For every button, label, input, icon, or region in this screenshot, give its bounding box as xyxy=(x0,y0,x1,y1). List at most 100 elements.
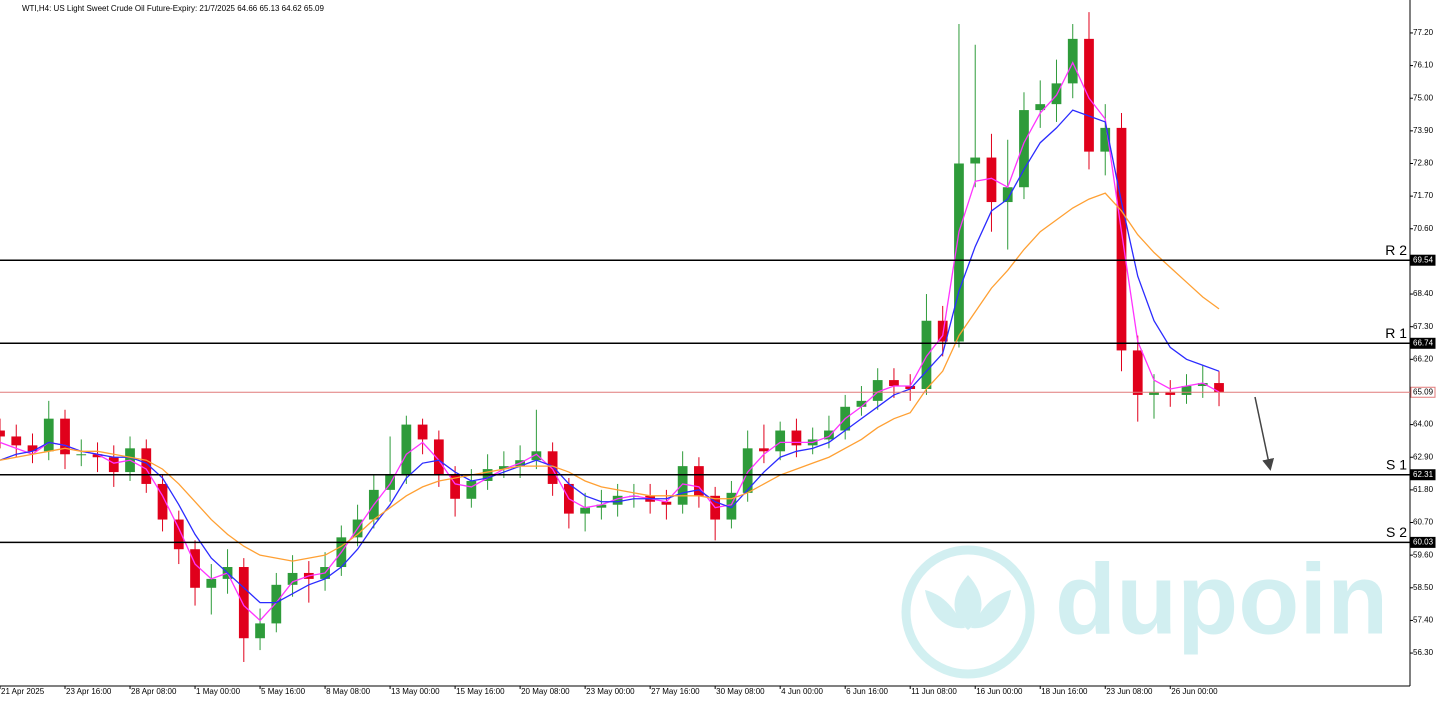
candle-body xyxy=(694,466,704,496)
candle-body xyxy=(498,466,509,470)
level-price: 65.09 xyxy=(1413,387,1434,396)
candle-body xyxy=(742,448,753,493)
level-label: R 2 xyxy=(1385,242,1407,258)
y-tick-label: 58.50 xyxy=(1413,583,1434,592)
y-tick-label: 57.40 xyxy=(1413,616,1434,625)
candle-body xyxy=(190,549,200,588)
candle-body xyxy=(937,320,948,342)
candle-body xyxy=(791,430,802,446)
candle-body xyxy=(92,454,103,458)
candle-body xyxy=(531,451,542,461)
level-price-box xyxy=(1410,469,1436,481)
candle-body xyxy=(433,439,444,476)
candle-body xyxy=(1035,104,1046,111)
y-tick-label: 56.30 xyxy=(1413,648,1434,657)
candle-body xyxy=(970,157,981,164)
forecast-arrow xyxy=(1254,396,1275,471)
y-tick-label: 70.60 xyxy=(1413,224,1434,233)
candle-body xyxy=(677,466,688,505)
y-tick-label: 60.70 xyxy=(1413,518,1434,527)
candle-body xyxy=(0,430,5,437)
candle-body xyxy=(76,454,87,456)
level-price-box xyxy=(1410,386,1436,398)
candle-body xyxy=(173,519,184,550)
watermark-logo xyxy=(901,545,1035,679)
candle-body xyxy=(108,457,119,473)
x-tick-label: 11 Jun 08:00 xyxy=(911,687,957,696)
moving-average xyxy=(0,61,1220,622)
candle-body xyxy=(954,163,964,342)
x-tick-label: 8 May 08:00 xyxy=(326,687,371,696)
candle-body xyxy=(43,418,54,452)
candle-body xyxy=(141,448,152,484)
candle-body xyxy=(1165,391,1176,395)
candle-body xyxy=(889,380,899,387)
candle-body xyxy=(1181,386,1192,395)
x-tick-label: 26 Jun 00:00 xyxy=(1171,687,1218,696)
candle-body xyxy=(1002,187,1013,203)
y-tick-label: 72.80 xyxy=(1413,159,1434,168)
x-tick-label: 23 Apr 16:00 xyxy=(66,687,112,696)
candle-body xyxy=(271,584,282,624)
x-tick-label: 28 Apr 08:00 xyxy=(131,687,177,696)
candle-body xyxy=(401,424,412,476)
candle-body xyxy=(255,623,265,639)
y-tick-label: 68.40 xyxy=(1413,289,1434,298)
level-price-box xyxy=(1410,254,1436,266)
candle-body xyxy=(921,320,932,389)
candle-body xyxy=(287,572,298,585)
y-tick-label: 67.30 xyxy=(1413,322,1434,331)
chart-title: WTI,H4: US Light Sweet Crude Oil Future-… xyxy=(22,4,324,13)
level-price: 60.03 xyxy=(1413,538,1434,547)
level-label: S 2 xyxy=(1386,524,1407,540)
x-tick-label: 30 May 08:00 xyxy=(716,687,765,696)
x-tick-label: 18 Jun 16:00 xyxy=(1041,687,1088,696)
x-tick-label: 23 May 00:00 xyxy=(586,687,635,696)
candle-body xyxy=(1132,350,1143,395)
x-tick-label: 21 Apr 2025 xyxy=(1,687,45,696)
level-price: 62.31 xyxy=(1413,470,1434,479)
candle-body xyxy=(905,386,916,389)
level-price: 66.74 xyxy=(1413,338,1434,347)
x-tick-label: 27 May 16:00 xyxy=(651,687,700,696)
watermark: dupoin xyxy=(1055,543,1388,655)
candle-body xyxy=(986,157,997,203)
x-tick-label: 16 Jun 00:00 xyxy=(976,687,1023,696)
y-tick-label: 71.70 xyxy=(1413,191,1434,200)
y-tick-label: 76.10 xyxy=(1413,61,1434,70)
level-price-box xyxy=(1410,536,1436,548)
candle-body xyxy=(450,475,460,499)
candle-body xyxy=(1116,127,1127,351)
candle-body xyxy=(1149,391,1159,395)
level-price-box xyxy=(1410,337,1436,349)
candle-body xyxy=(726,492,737,520)
candle-body xyxy=(60,418,70,455)
candle-body xyxy=(206,578,217,588)
candle-body xyxy=(824,430,834,440)
moving-average xyxy=(0,109,1220,604)
candle-body xyxy=(1067,38,1078,84)
x-tick-label: 20 May 08:00 xyxy=(521,687,570,696)
candle-body xyxy=(856,400,867,407)
x-tick-label: 1 May 00:00 xyxy=(196,687,241,696)
candle-body xyxy=(385,475,395,490)
x-tick-label: 23 Jun 08:00 xyxy=(1106,687,1153,696)
candle-body xyxy=(580,507,591,514)
y-tick-label: 59.60 xyxy=(1413,550,1434,559)
candle-body xyxy=(238,567,249,639)
plot: 77.20 76.10 75.00 73.90 72.80 71.70 70.60 68.40… xyxy=(0,12,1434,696)
candle-body xyxy=(661,501,672,505)
candle-body xyxy=(1214,383,1224,393)
candle-body xyxy=(1084,38,1094,152)
x-tick-label: 4 Jun 00:00 xyxy=(781,687,823,696)
candle-body xyxy=(1051,83,1062,105)
candle-body xyxy=(775,430,786,452)
y-tick-label: 73.90 xyxy=(1413,126,1434,135)
level-label: R 1 xyxy=(1385,325,1407,341)
y-tick-label: 62.90 xyxy=(1413,452,1434,461)
y-tick-label: 77.20 xyxy=(1413,28,1434,37)
candle-body xyxy=(27,445,38,452)
candle-body xyxy=(1100,127,1111,152)
